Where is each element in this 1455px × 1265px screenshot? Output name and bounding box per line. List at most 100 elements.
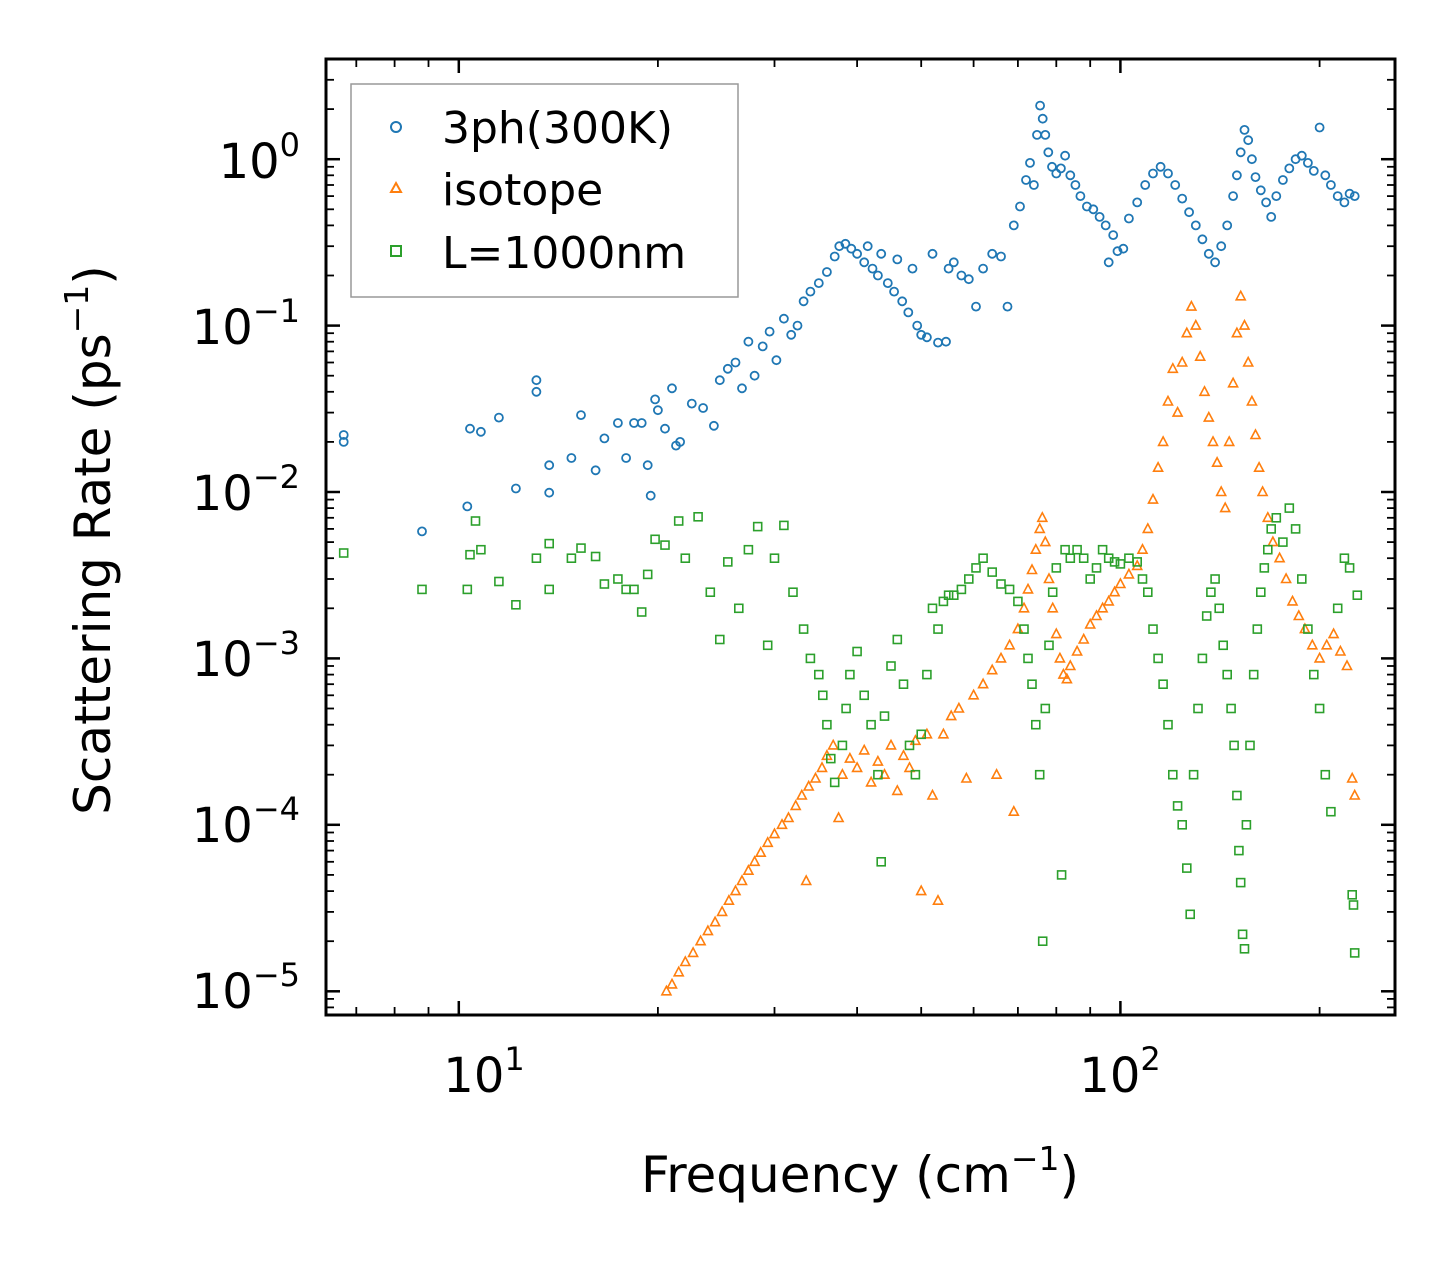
point-2-48 <box>873 769 883 780</box>
point-2-143 <box>1348 900 1359 910</box>
point-0-135 <box>1314 122 1325 133</box>
point-0-111 <box>1184 207 1194 218</box>
point-2-11 <box>566 553 577 564</box>
point-0-7 <box>511 483 521 494</box>
point-2-144 <box>1349 948 1360 958</box>
point-1-62 <box>1039 535 1052 547</box>
point-1-107 <box>1253 460 1265 473</box>
point-0-31 <box>714 375 725 386</box>
point-0-45 <box>813 278 824 289</box>
point-1-54 <box>1007 804 1020 817</box>
point-0-3 <box>462 501 473 512</box>
point-2-132 <box>1290 524 1301 534</box>
point-2-130 <box>1278 537 1288 547</box>
point-0-10 <box>544 460 555 471</box>
point-0-129 <box>1278 175 1288 185</box>
point-1-88 <box>1176 355 1189 367</box>
point-1-120 <box>1334 644 1347 656</box>
point-0-98 <box>1100 220 1111 231</box>
point-0-102 <box>1118 243 1129 254</box>
point-0-33 <box>730 357 741 368</box>
point-1-50 <box>986 663 999 675</box>
point-2-14 <box>599 579 610 589</box>
point-1-105 <box>1246 394 1258 406</box>
point-1-83 <box>1152 460 1164 473</box>
point-0-132 <box>1296 150 1307 161</box>
point-1-71 <box>1077 632 1090 644</box>
point-2-131 <box>1284 503 1295 513</box>
point-2-117 <box>1234 845 1244 856</box>
point-2-8 <box>531 553 542 564</box>
point-2-24 <box>693 511 703 522</box>
point-1-12 <box>742 863 755 876</box>
point-2-42 <box>837 740 848 751</box>
point-2-40 <box>825 753 836 764</box>
point-0-37 <box>757 341 768 352</box>
point-0-71 <box>956 270 967 281</box>
point-0-50 <box>846 243 857 254</box>
point-1-9 <box>723 893 735 906</box>
point-1-24 <box>816 761 828 773</box>
point-2-137 <box>1320 769 1331 780</box>
point-2-31 <box>762 640 773 651</box>
point-0-27 <box>675 436 685 447</box>
point-1-22 <box>802 779 815 791</box>
point-2-2 <box>462 584 473 595</box>
point-1-60 <box>1033 522 1046 534</box>
point-2-128 <box>1266 524 1276 534</box>
point-2-83 <box>1065 553 1076 564</box>
point-2-114 <box>1226 703 1236 714</box>
point-2-106 <box>1193 703 1203 714</box>
point-0-47 <box>829 251 840 262</box>
point-2-16 <box>621 584 631 595</box>
point-1-85 <box>1162 394 1174 406</box>
point-2-50 <box>879 711 890 721</box>
point-2-74 <box>1031 719 1041 730</box>
point-0-77 <box>1002 301 1013 312</box>
point-2-38 <box>817 690 828 701</box>
point-0-60 <box>897 296 908 307</box>
point-1-47 <box>960 771 973 783</box>
point-2-67 <box>987 567 998 577</box>
point-2-7 <box>511 599 521 610</box>
series-1 <box>660 289 1361 996</box>
point-1-19 <box>789 799 802 811</box>
point-1-43 <box>932 893 944 906</box>
point-2-59 <box>933 624 943 634</box>
point-2-138 <box>1326 806 1336 817</box>
point-0-18 <box>629 418 639 428</box>
point-2-84 <box>1072 544 1082 555</box>
point-2-27 <box>722 557 733 567</box>
point-2-119 <box>1237 929 1248 940</box>
point-2-99 <box>1163 719 1173 730</box>
y-tick-label-1e-5: 10−5 <box>192 956 300 1020</box>
point-1-48 <box>967 688 980 700</box>
point-2-142 <box>1347 889 1357 900</box>
point-0-21 <box>645 490 656 501</box>
point-1-7 <box>709 915 721 927</box>
point-2-1 <box>417 584 427 595</box>
point-0-16 <box>613 418 623 428</box>
point-2-86 <box>1085 574 1095 584</box>
point-0-72 <box>963 274 974 285</box>
point-2-56 <box>916 729 927 740</box>
point-1-5 <box>694 934 707 946</box>
point-1-109 <box>1261 511 1274 523</box>
point-0-32 <box>722 363 733 374</box>
point-1-123 <box>1348 788 1361 800</box>
point-2-102 <box>1177 819 1187 830</box>
point-1-76 <box>1108 585 1121 597</box>
point-0-54 <box>867 263 878 274</box>
point-1-36 <box>891 784 904 796</box>
point-0-116 <box>1216 241 1227 252</box>
point-0-119 <box>1232 170 1242 181</box>
point-2-65 <box>971 563 981 573</box>
point-1-82 <box>1147 492 1159 504</box>
point-0-39 <box>771 355 782 366</box>
point-2-61 <box>943 590 954 601</box>
point-0-38 <box>764 326 775 337</box>
point-2-71 <box>1019 624 1029 634</box>
point-2-94 <box>1137 574 1148 584</box>
point-1-49 <box>977 677 989 689</box>
point-0-128 <box>1271 191 1282 202</box>
